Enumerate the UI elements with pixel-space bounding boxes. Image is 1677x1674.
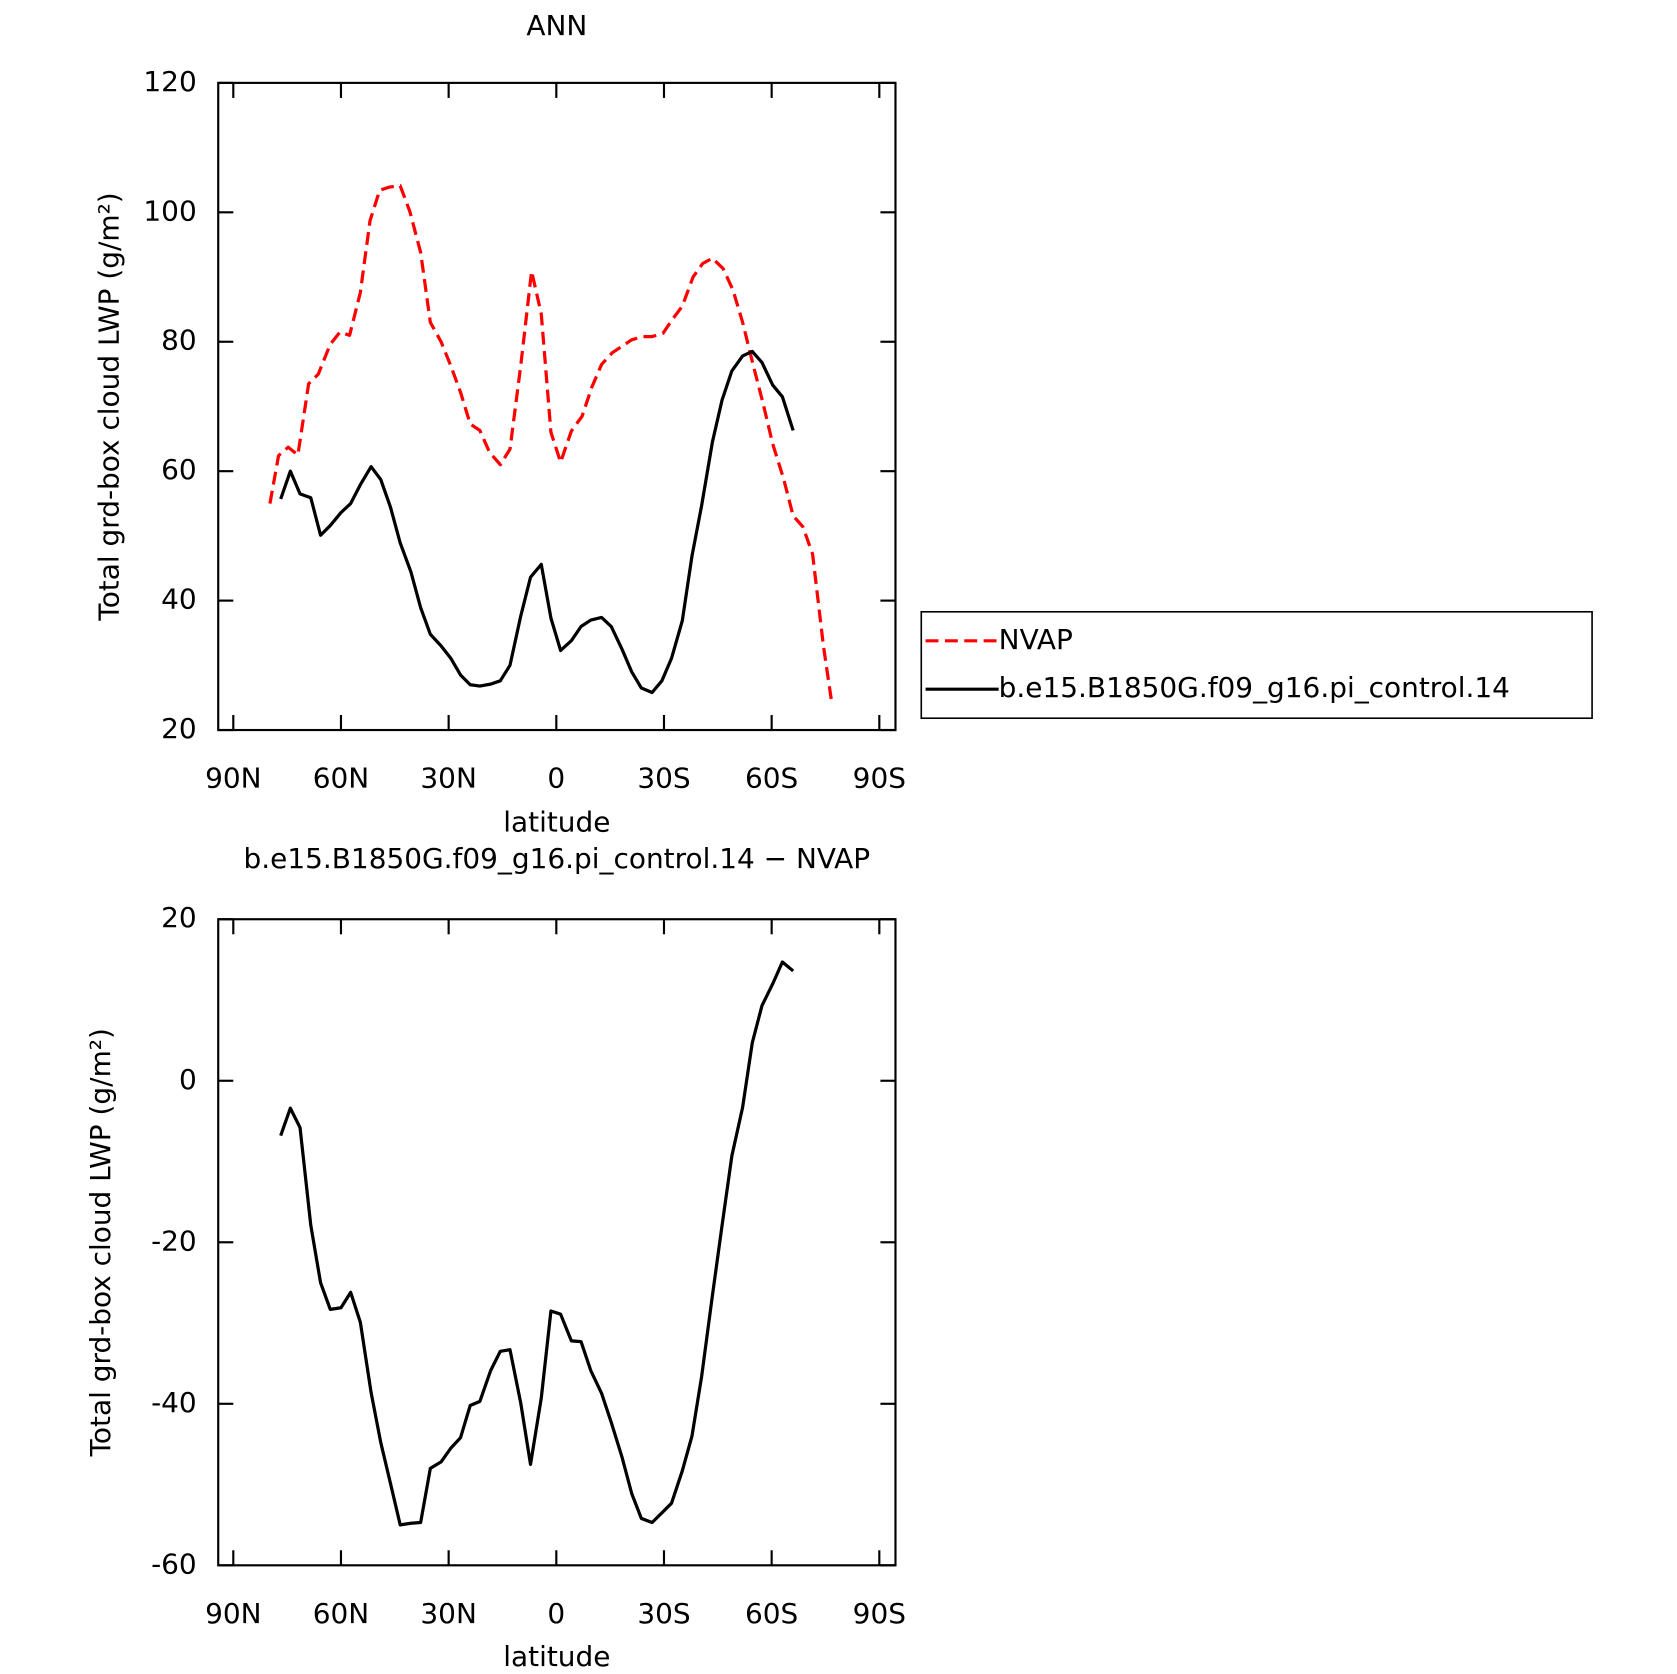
- x-tick-label: 60S: [745, 1597, 798, 1630]
- x-tick-label: 60N: [313, 1597, 369, 1630]
- x-tick-label: 30S: [637, 1597, 690, 1630]
- x-tick-label: 0: [547, 761, 565, 794]
- y-tick-label: 100: [143, 194, 196, 227]
- x-tick-label: 60N: [313, 761, 369, 794]
- y-axis-label: Total grd-box cloud LWP (g/m²): [84, 1028, 117, 1457]
- y-tick-label: 60: [161, 453, 197, 486]
- x-tick-label: 30N: [420, 1597, 476, 1630]
- y-tick-label: 80: [161, 324, 197, 357]
- data-line: [268, 184, 834, 705]
- x-tick-label: 60S: [745, 761, 798, 794]
- legend-label: NVAP: [999, 623, 1073, 656]
- data-line: [279, 960, 795, 1527]
- y-tick-label: 20: [161, 712, 197, 745]
- y-tick-label: 0: [179, 1063, 197, 1096]
- chart-title: ANN: [526, 9, 587, 42]
- y-tick-label: -60: [151, 1547, 197, 1580]
- x-tick-label: 90N: [205, 761, 261, 794]
- x-tick-label: 30N: [420, 761, 476, 794]
- x-axis-label: latitude: [503, 1640, 610, 1673]
- y-axis-label: Total grd-box cloud LWP (g/m²): [93, 192, 126, 621]
- chart-title: b.e15.B1850G.f09_g16.pi_control.14 − NVA…: [244, 842, 871, 875]
- legend-label: b.e15.B1850G.f09_g16.pi_control.14: [999, 671, 1510, 704]
- y-tick-label: 40: [161, 583, 197, 616]
- x-tick-label: 90N: [205, 1597, 261, 1630]
- x-axis-label: latitude: [503, 806, 610, 839]
- y-tick-label: -20: [151, 1224, 197, 1257]
- x-tick-label: 90S: [853, 1597, 906, 1630]
- y-tick-label: -40: [151, 1386, 197, 1419]
- legend-box: [920, 610, 1593, 720]
- x-tick-label: 90S: [853, 761, 906, 794]
- data-line: [279, 349, 795, 695]
- x-tick-label: 30S: [637, 761, 690, 794]
- plot-frame: [217, 918, 897, 1567]
- y-tick-label: 20: [161, 901, 197, 934]
- y-tick-label: 120: [143, 65, 196, 98]
- x-tick-label: 0: [547, 1597, 565, 1630]
